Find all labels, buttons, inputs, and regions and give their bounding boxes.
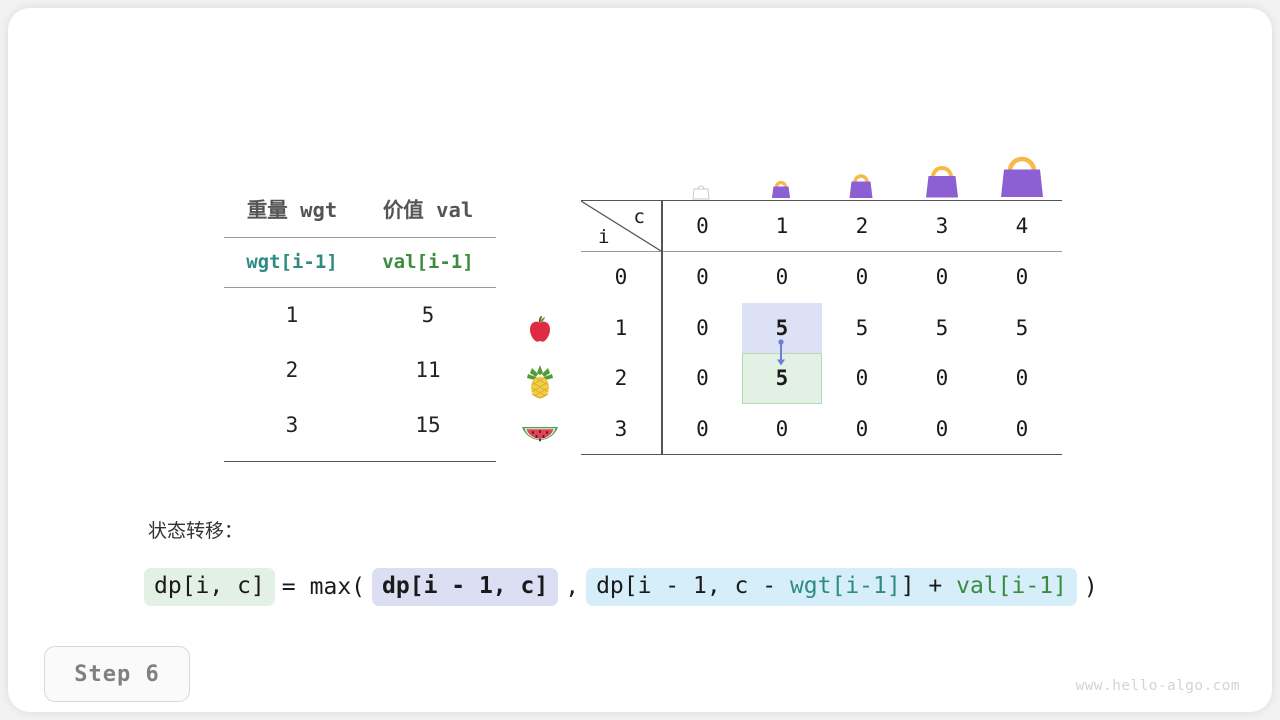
item-wgt-1: 1 — [285, 302, 299, 327]
item-table-rule-bottom — [224, 460, 496, 462]
dp-col-header-4: 4 — [982, 200, 1062, 252]
item-table-subheader-val: val[i-1] — [382, 250, 474, 273]
formula-max-open: max( — [309, 574, 366, 601]
dp-cell-0-1[interactable]: 0 — [775, 265, 789, 290]
item-val-2: 11 — [415, 357, 441, 382]
dp-col-header-3: 3 — [902, 200, 982, 252]
item-table-row: 1 5 — [224, 288, 496, 343]
item-table-header-row: 重量 wgt 价值 val — [224, 200, 496, 237]
dp-table-row: 1 0 5 5 5 5 — [581, 302, 1062, 353]
dp-row-header-3: 3 — [581, 403, 663, 455]
item-table-header-wgt: 重量 wgt — [246, 198, 338, 222]
item-wgt-3: 3 — [285, 412, 299, 437]
dp-row-header-2: 2 — [581, 353, 663, 404]
item-table-subheader-row: wgt[i-1] val[i-1] — [224, 238, 496, 287]
formula-term-take-val: val[i-1] — [956, 573, 1067, 599]
dp-cell-0-2[interactable]: 0 — [855, 265, 869, 290]
dp-cell-2-0[interactable]: 0 — [696, 366, 709, 391]
dp-table-corner-cell: c i — [581, 200, 663, 252]
dp-cell-2-1[interactable]: 5 — [742, 353, 822, 404]
item-wgt-2: 2 — [285, 357, 299, 382]
dp-row-header-0: 0 — [581, 251, 663, 303]
item-table-row: 3 15 — [224, 398, 496, 453]
item-table-row: 2 11 — [224, 343, 496, 398]
formula-term-take-part-b: ] + — [900, 573, 957, 599]
dp-cell-3-3[interactable]: 0 — [902, 403, 982, 455]
formula-max-close: ) — [1083, 574, 1098, 601]
bag-size-1-icon — [741, 134, 821, 200]
state-transition-label: 状态转移： — [148, 520, 244, 542]
item-table-subheader-wgt: wgt[i-1] — [246, 250, 338, 273]
transition-formula: dp[i, c] = max( dp[i - 1, c] , dp[i - 1,… — [144, 568, 1105, 607]
formula-term-take: dp[i - 1, c - wgt[i-1]] + val[i-1] — [586, 568, 1077, 607]
dp-cell-3-4[interactable]: 0 — [982, 403, 1062, 455]
corner-diagonal-line — [581, 201, 661, 251]
pineapple-emoji — [513, 355, 567, 406]
dp-cell-3-1[interactable]: 0 — [742, 403, 822, 455]
item-icon-column — [513, 304, 567, 457]
item-val-1: 5 — [421, 302, 435, 327]
item-table: 重量 wgt 价值 val wgt[i-1] val[i-1] 1 5 2 11… — [224, 200, 496, 462]
bag-size-3-icon — [902, 134, 982, 200]
dp-cell-2-3[interactable]: 0 — [935, 366, 949, 391]
slide-card: 重量 wgt 价值 val wgt[i-1] val[i-1] 1 5 2 11… — [8, 8, 1272, 712]
dp-cell-1-1[interactable]: 5 — [742, 302, 822, 353]
dp-table-header-row: c i 0 1 2 3 4 — [581, 200, 1062, 252]
bag-icon-row — [581, 134, 1062, 200]
item-table-rule-top — [224, 236, 496, 238]
dp-cell-1-4[interactable]: 5 — [1015, 315, 1029, 340]
formula-equals: = — [281, 574, 296, 601]
dp-table-row: 0 0 0 0 0 0 — [581, 251, 1062, 303]
dp-table: c i 0 1 2 3 4 0 0 0 0 0 0 1 0 5 — [581, 200, 1062, 455]
dp-cell-0-4[interactable]: 0 — [1015, 265, 1029, 290]
step-badge[interactable]: Step 6 — [44, 646, 190, 702]
dp-cell-2-4[interactable]: 0 — [1015, 366, 1029, 391]
bag-size-4-icon — [982, 134, 1062, 200]
dp-col-header-1: 1 — [742, 200, 822, 252]
dp-table-row: 3 0 0 0 0 0 — [581, 403, 1062, 455]
item-table-header-val: 价值 val — [382, 198, 474, 222]
dp-cell-0-0[interactable]: 0 — [696, 265, 709, 290]
dp-cell-1-2[interactable]: 5 — [855, 315, 869, 340]
item-table-rule-mid — [224, 286, 496, 288]
dp-cell-2-2[interactable]: 0 — [855, 366, 869, 391]
formula-comma: , — [565, 574, 580, 601]
formula-lhs: dp[i, c] — [144, 568, 275, 607]
dp-row-header-1: 1 — [581, 302, 663, 353]
formula-term-skip: dp[i - 1, c] — [372, 568, 559, 607]
watermark: www.hello-algo.com — [1075, 678, 1240, 694]
bag-size-2-icon — [821, 134, 901, 200]
dp-col-header-0: 0 — [662, 200, 742, 252]
corner-label-i: i — [598, 226, 610, 248]
formula-term-take-part-a: dp[i - 1, c - — [596, 573, 790, 599]
bag-size-0-icon — [661, 134, 741, 200]
item-val-3: 15 — [415, 412, 441, 437]
corner-label-c: c — [633, 206, 645, 228]
dp-cell-3-2[interactable]: 0 — [822, 403, 902, 455]
dp-col-header-2: 2 — [822, 200, 902, 252]
watermelon-emoji — [513, 406, 567, 457]
formula-term-take-wgt: wgt[i-1] — [789, 573, 901, 599]
dp-cell-1-3[interactable]: 5 — [935, 315, 949, 340]
dp-cell-3-0[interactable]: 0 — [662, 403, 742, 455]
dp-cell-1-0[interactable]: 0 — [696, 315, 709, 340]
dp-table-container: c i 0 1 2 3 4 0 0 0 0 0 0 1 0 5 — [581, 134, 1062, 455]
dp-cell-0-3[interactable]: 0 — [935, 265, 949, 290]
apple-emoji — [513, 304, 567, 355]
dp-table-row: 2 0 5 0 0 0 — [581, 353, 1062, 404]
